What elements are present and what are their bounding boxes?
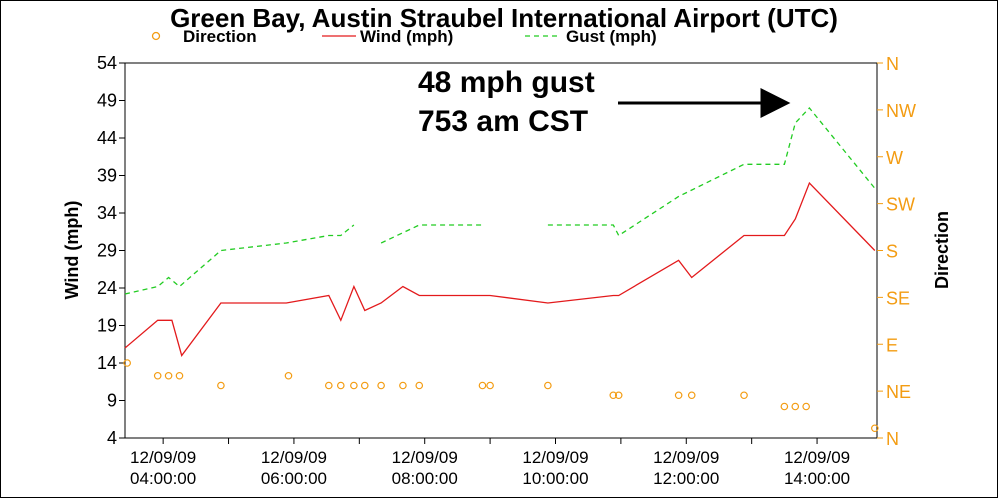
y-tick-label: 9 [107,391,117,411]
direction-point [478,381,487,390]
y-tick-label: 44 [97,128,117,148]
y-tick-label: 29 [97,241,117,261]
chart-title: Green Bay, Austin Straubel International… [170,3,838,33]
direction-point [544,381,552,390]
x-tick-date: 12/09/09 [522,448,588,467]
x-tick-date: 12/09/09 [130,448,196,467]
y2-tick-label: N [886,54,899,74]
annotation: 48 mph gust 753 am CST [418,66,791,138]
x-tick-date: 12/09/09 [653,448,719,467]
y2-tick-label: W [886,148,903,168]
legend-direction-marker [151,31,161,41]
direction-point [802,402,810,411]
direction-point [687,391,696,400]
x-tick-time: 08:00:00 [392,469,458,488]
y2-axis-label: Direction [932,211,952,289]
direction-point [217,381,225,390]
y-tick-label: 39 [97,166,117,186]
direction-point [153,371,162,380]
x-tick-date: 12/09/09 [784,448,850,467]
y-tick-label: 19 [97,316,117,336]
y2-tick-label: SW [886,195,915,215]
y-tick-label: 24 [97,278,117,298]
gust-line [124,224,355,295]
direction-point [740,391,748,400]
y2-tick-label: NE [886,382,911,402]
y-tick-label: 4 [107,428,117,448]
direction-point [377,381,385,390]
direction-point [614,391,623,400]
direction-point [325,381,333,390]
annotation-line-1: 48 mph gust [418,66,595,99]
direction-point [791,402,800,411]
legend: Direction Wind (mph) Gust (mph) [151,27,657,46]
right-axis: N NE E SE S SW W NW N [877,54,916,449]
direction-point [399,381,407,390]
direction-point [123,359,131,367]
y2-tick-label: N [886,429,899,449]
gust-line [380,224,483,244]
y-tick-label: 54 [97,53,117,73]
x-tick-time: 12:00:00 [653,469,719,488]
direction-point [486,381,494,390]
x-tick-date: 12/09/09 [261,448,327,467]
y-tick-label: 34 [97,203,117,223]
y2-tick-label: S [886,242,898,262]
legend-wind-label: Wind (mph) [360,27,453,46]
x-tick-time: 10:00:00 [522,469,588,488]
gust-line [547,107,876,237]
direction-point [674,391,683,400]
y2-tick-label: NW [886,101,916,121]
direction-point [415,381,424,390]
y2-tick-label: E [886,335,898,355]
series-layer [123,107,879,433]
y-axis-label: Wind (mph) [62,201,82,300]
x-tick-time: 14:00:00 [784,469,850,488]
x-tick-date: 12/09/09 [392,448,458,467]
direction-point [780,402,789,411]
x-tick-time: 04:00:00 [130,469,196,488]
direction-point [284,371,293,380]
legend-gust-label: Gust (mph) [566,27,657,46]
direction-point [336,381,345,390]
direction-point [164,371,173,380]
direction-point [609,391,618,400]
annotation-line-2: 753 am CST [418,105,588,138]
wind-line [124,181,876,357]
y-tick-label: 49 [97,91,117,111]
direction-point [871,424,879,433]
direction-point [360,381,369,390]
legend-direction-label: Direction [183,27,257,46]
direction-point [175,371,184,380]
x-axis: 12/09/09 04:00:00 12/09/09 06:00:00 12/09/09… [130,438,850,488]
y-tick-label: 14 [97,353,117,373]
direction-point [350,381,358,390]
x-tick-time: 06:00:00 [261,469,327,488]
y2-tick-label: SE [886,288,910,308]
